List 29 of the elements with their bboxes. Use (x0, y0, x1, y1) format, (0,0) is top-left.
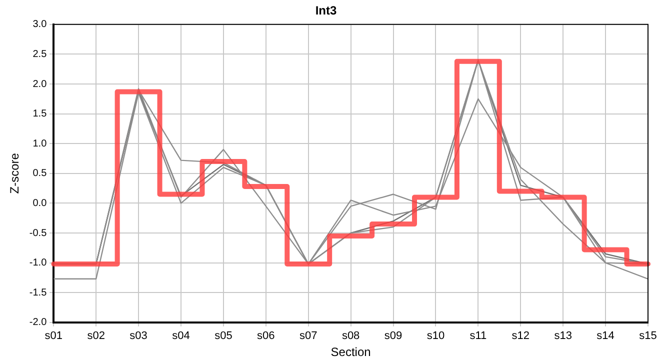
x-tick-label: s06 (257, 330, 275, 342)
x-tick-label: s11 (470, 330, 487, 342)
y-tick-label: -0.5 (29, 228, 48, 239)
y-tick-label: 2.0 (32, 78, 48, 90)
x-tick-label: s07 (299, 330, 318, 342)
x-tick-label: s01 (44, 330, 63, 342)
y-tick-label: -2.0 (29, 317, 48, 328)
x-axis-title: Section (330, 345, 371, 360)
y-tick-label: 1.5 (32, 108, 48, 120)
y-tick-label: 3.0 (32, 19, 48, 30)
x-tick-label: s12 (512, 330, 530, 342)
chart-title: Int3 (315, 4, 337, 18)
y-tick-label: -1.0 (29, 258, 48, 269)
y-tick-label: 2.5 (32, 48, 48, 60)
x-tick-label: s04 (172, 330, 190, 342)
y-tick-label: 0.5 (32, 168, 48, 180)
y-axis-title: Z-score (8, 152, 22, 194)
y-tick-label: -1.5 (29, 287, 48, 298)
x-tick-label: s08 (342, 330, 360, 342)
y-tick-label: 0.0 (32, 198, 48, 209)
x-tick-label: s13 (554, 330, 572, 342)
x-tick-label: s14 (596, 330, 614, 342)
x-tick-label: s03 (130, 330, 148, 342)
x-tick-label: s15 (639, 330, 657, 342)
x-tick-label: s10 (426, 330, 445, 342)
x-tick-label: s09 (384, 330, 402, 342)
x-tick-label: s05 (214, 330, 232, 342)
x-tick-label: s02 (87, 330, 105, 342)
y-tick-label: 1.0 (32, 138, 48, 150)
